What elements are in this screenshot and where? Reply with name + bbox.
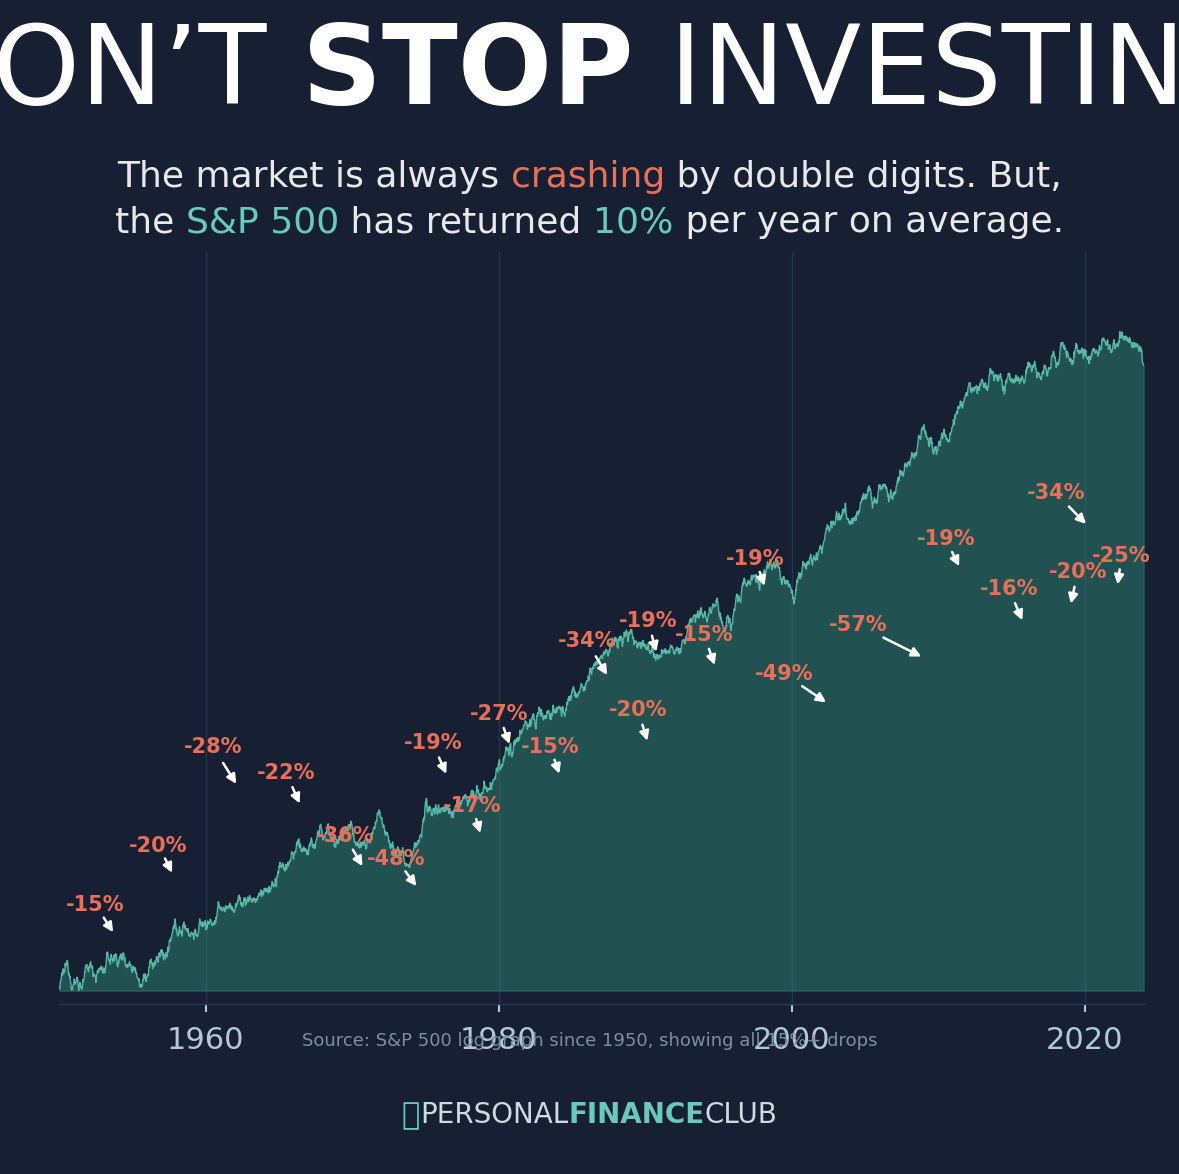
Text: INVESTING: INVESTING [634,20,1179,127]
Text: -57%: -57% [829,615,887,635]
Text: the: the [116,205,186,239]
Text: -19%: -19% [726,549,784,569]
Text: DON’T: DON’T [0,20,302,127]
Text: PERSONAL: PERSONAL [420,1101,568,1129]
Text: -34%: -34% [1027,483,1085,502]
Text: -20%: -20% [1048,562,1107,582]
Text: per year on average.: per year on average. [673,205,1063,239]
Text: -48%: -48% [367,849,426,869]
Text: CLUB: CLUB [704,1101,777,1129]
Text: crashing: crashing [511,160,665,194]
Text: -17%: -17% [443,796,501,816]
Text: -28%: -28% [184,737,242,757]
Text: S&P 500: S&P 500 [186,205,340,239]
Text: -34%: -34% [558,632,615,652]
Text: -19%: -19% [619,612,678,632]
Text: by double digits. But,: by double digits. But, [665,160,1062,194]
Text: -15%: -15% [66,895,125,915]
Text: -19%: -19% [916,529,975,549]
Text: -20%: -20% [608,701,667,721]
Text: -20%: -20% [130,836,187,856]
Text: FINANCE: FINANCE [568,1101,704,1129]
Text: -19%: -19% [403,734,462,754]
Text: The market is always: The market is always [117,160,511,194]
Text: -49%: -49% [756,664,814,684]
Text: has returned: has returned [340,205,593,239]
Text: -15%: -15% [674,625,733,645]
Text: -16%: -16% [980,579,1038,599]
Text: Ⓜ: Ⓜ [402,1101,420,1129]
Text: 10%: 10% [593,205,673,239]
Text: STOP: STOP [302,20,634,127]
Text: -15%: -15% [521,737,579,757]
Text: -25%: -25% [1092,546,1151,566]
Text: -22%: -22% [257,763,316,783]
Text: Source: S&P 500 log graph since 1950, showing all 15%+ drops: Source: S&P 500 log graph since 1950, sh… [302,1032,877,1051]
Text: -27%: -27% [469,703,528,724]
Text: -36%: -36% [316,825,374,845]
